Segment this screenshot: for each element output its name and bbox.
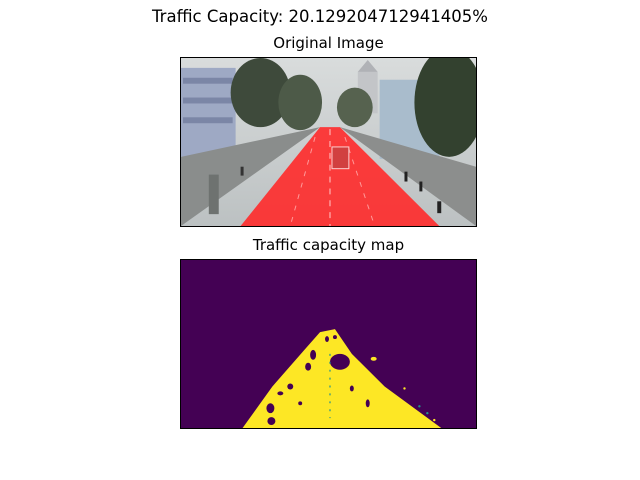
original-image (181, 58, 476, 226)
original-image-title: Original Image (273, 34, 384, 52)
figure-title: Traffic Capacity: 20.129204712941405% (152, 7, 488, 26)
capacity-map-title: Traffic capacity map (252, 236, 405, 254)
vehicle-blob (329, 353, 350, 370)
road-overlay (240, 127, 440, 226)
bus (331, 146, 350, 170)
capacity-road-region (242, 329, 442, 428)
left-trees (230, 58, 291, 128)
original-image-axes (180, 57, 477, 227)
right-trees (414, 58, 476, 157)
capacity-map (181, 260, 476, 428)
capacity-map-axes (180, 259, 477, 429)
